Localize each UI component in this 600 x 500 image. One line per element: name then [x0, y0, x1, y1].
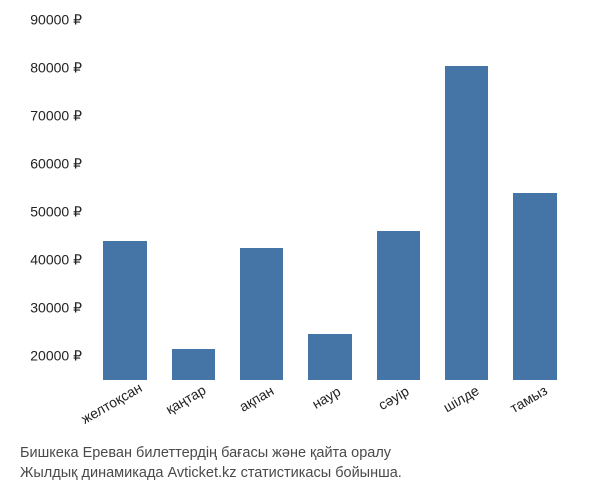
- y-tick-label: 40000 ₽: [30, 252, 82, 269]
- y-tick-label: 80000 ₽: [30, 60, 82, 77]
- x-label-slot: қаңтар: [166, 380, 220, 440]
- x-tick-label: желтоқсан: [78, 379, 144, 427]
- chart-caption: Бишкека Ереван билеттердің бағасы және қ…: [20, 444, 570, 483]
- y-tick-label: 20000 ₽: [30, 348, 82, 365]
- y-tick-label: 30000 ₽: [30, 300, 82, 317]
- x-label-slot: желтоқсан: [98, 380, 152, 440]
- x-tick-label: шілде: [440, 382, 481, 415]
- bar: [240, 248, 283, 380]
- bar: [377, 231, 420, 380]
- x-tick-label: қаңтар: [163, 382, 209, 418]
- bar-slot: [439, 20, 493, 380]
- y-tick-label: 70000 ₽: [30, 108, 82, 125]
- x-label-slot: тамыз: [508, 380, 562, 440]
- x-tick-label: тамыз: [507, 382, 550, 416]
- x-tick-label: наур: [309, 383, 343, 412]
- bar-slot: [235, 20, 289, 380]
- bar-slot: [508, 20, 562, 380]
- bar-slot: [166, 20, 220, 380]
- bar: [445, 66, 488, 380]
- bar: [513, 193, 556, 380]
- x-label-slot: сәуір: [371, 380, 425, 440]
- x-label-slot: наур: [303, 380, 357, 440]
- bar-slot: [371, 20, 425, 380]
- caption-line2: Жылдық динамикада Avticket.kz статистика…: [20, 464, 570, 484]
- y-tick-label: 60000 ₽: [30, 156, 82, 173]
- bar: [172, 349, 215, 380]
- x-label-slot: ақпан: [235, 380, 289, 440]
- y-tick-label: 50000 ₽: [30, 204, 82, 221]
- x-tick-label: ақпан: [236, 382, 276, 414]
- y-axis: 20000 ₽ 30000 ₽ 40000 ₽ 50000 ₽ 60000 ₽ 70000…: [20, 20, 86, 380]
- price-chart: 20000 ₽ 30000 ₽ 40000 ₽ 50000 ₽ 60000 ₽ 70000…: [0, 0, 600, 500]
- x-tick-label: сәуір: [376, 383, 412, 413]
- x-axis: желтоқсан қаңтар ақпан наур сәуір шілде тамыз: [90, 380, 570, 440]
- plot-area: 20000 ₽30000 ₽40000 ₽50000 ₽60000 ₽70000…: [90, 20, 570, 380]
- bar: [308, 334, 351, 380]
- caption-line1: Бишкека Ереван билеттердің бағасы және қ…: [20, 444, 570, 464]
- x-label-slot: шілде: [439, 380, 493, 440]
- bar-slot: [98, 20, 152, 380]
- bars-container: [90, 20, 570, 380]
- bar-slot: [303, 20, 357, 380]
- y-tick-label: 90000 ₽: [30, 12, 82, 29]
- bar: [103, 241, 146, 380]
